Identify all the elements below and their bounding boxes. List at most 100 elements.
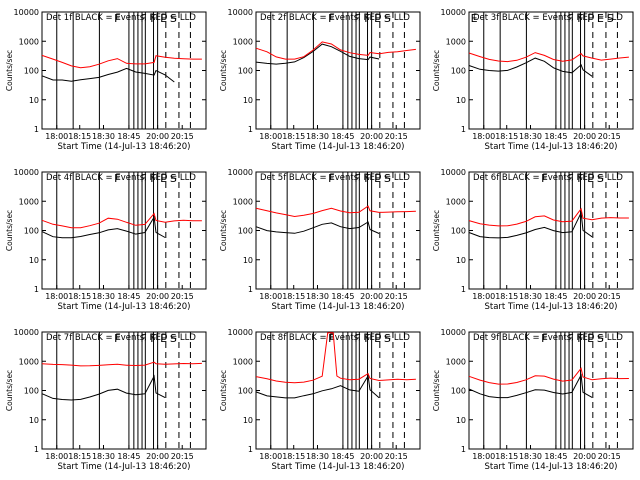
x-tick-label: 20:00 <box>360 452 383 461</box>
y-tick-label: 10 <box>243 256 253 265</box>
y-axis-label: Counts/sec <box>432 370 441 411</box>
lld-series-line <box>468 367 629 385</box>
flag-label: E <box>374 12 381 25</box>
y-tick-label: 1000 <box>446 357 466 366</box>
flag-label: E <box>160 172 167 185</box>
flag-label: S <box>384 172 391 185</box>
y-tick-label: 1 <box>461 285 466 294</box>
y-axis-label: Counts/sec <box>5 210 14 251</box>
start-time-label: Start Time (14-Jul-13 18:46:20) <box>272 142 405 152</box>
y-tick-label: 100 <box>451 67 466 76</box>
x-tick-label: 18:30 <box>92 132 115 141</box>
flag-label: F <box>541 172 547 185</box>
plot-frame <box>468 331 634 450</box>
x-tick-label: 18:30 <box>519 292 542 301</box>
y-tick-label: 10000 <box>441 168 466 177</box>
y-tick-label: 1 <box>461 125 466 134</box>
y-tick-label: 1 <box>248 285 253 294</box>
x-tick-label: 18:00 <box>472 452 495 461</box>
flag-label: F <box>114 12 120 25</box>
y-tick-label: 10000 <box>228 168 253 177</box>
detector-panel: Det 1f BLACK = Events, RED = LLDFFFES110… <box>5 8 207 152</box>
panel-title: Det 8f BLACK = Events, RED = LLD <box>260 333 410 343</box>
y-tick-label: 10000 <box>228 8 253 17</box>
x-tick-label: 20:15 <box>385 292 408 301</box>
flag-label: E <box>160 12 167 25</box>
x-tick-label: 20:15 <box>171 292 194 301</box>
flag-label: E <box>160 332 167 345</box>
start-time-label: Start Time (14-Jul-13 18:46:20) <box>58 142 191 152</box>
y-tick-label: 1 <box>461 445 466 454</box>
panel-title: Det 9f BLACK = Events, RED = LLD <box>473 333 623 343</box>
events-series-line <box>41 67 175 83</box>
x-tick-label: 20:00 <box>360 292 383 301</box>
events-series-line <box>468 211 593 239</box>
flag-label: F <box>140 12 146 25</box>
events-series-line <box>468 57 593 77</box>
y-tick-label: 10000 <box>441 328 466 337</box>
x-tick-label: 18:15 <box>282 452 305 461</box>
y-tick-label: 1 <box>34 285 39 294</box>
y-tick-label: 1000 <box>19 37 39 46</box>
flag-label: S <box>597 332 604 345</box>
flag-label: F <box>114 172 120 185</box>
x-tick-label: 18:45 <box>117 452 140 461</box>
x-tick-label: 18:45 <box>331 292 354 301</box>
detector-panel: Det 3f BLACK = Events, RED = LLDEFFFES11… <box>432 8 634 152</box>
detector-panel: Det 8f BLACK = Events, RED = LLDFFFES110… <box>219 328 421 472</box>
x-tick-label: 18:00 <box>45 132 68 141</box>
x-tick-label: 20:15 <box>171 452 194 461</box>
flag-label: S <box>384 12 391 25</box>
flag-label: F <box>140 172 146 185</box>
x-tick-label: 20:00 <box>360 132 383 141</box>
flag-label: F <box>354 332 360 345</box>
y-tick-label: 100 <box>24 387 39 396</box>
plot-frame <box>41 11 207 130</box>
y-tick-label: 1000 <box>233 357 253 366</box>
flag-label: E <box>374 172 381 185</box>
y-tick-label: 10 <box>456 256 466 265</box>
x-tick-label: 18:45 <box>544 132 567 141</box>
detector-panel: Det 5f BLACK = Events, RED = LLDFFFES110… <box>219 168 421 312</box>
x-tick-label: 18:00 <box>259 292 282 301</box>
panel-title: Det 3f BLACK = Events, RED = LLD <box>473 13 623 23</box>
y-tick-label: 100 <box>238 387 253 396</box>
start-time-label: Start Time (14-Jul-13 18:46:20) <box>485 302 618 312</box>
flag-label: S <box>597 172 604 185</box>
y-tick-label: 1 <box>248 125 253 134</box>
start-time-label: Start Time (14-Jul-13 18:46:20) <box>485 142 618 152</box>
plot-frame <box>468 171 634 290</box>
y-tick-label: 1000 <box>446 37 466 46</box>
flag-label: E <box>587 332 594 345</box>
x-tick-label: 18:15 <box>495 452 518 461</box>
x-tick-label: 18:15 <box>282 132 305 141</box>
flag-label: F <box>567 172 573 185</box>
x-tick-label: 18:15 <box>282 292 305 301</box>
y-axis-label: Counts/sec <box>432 50 441 91</box>
y-tick-label: 1000 <box>233 197 253 206</box>
x-tick-label: 18:15 <box>495 132 518 141</box>
lld-series-line <box>255 332 416 384</box>
flag-label: F <box>114 332 120 345</box>
flag-label: E <box>597 12 604 25</box>
lld-series-line <box>468 52 629 63</box>
y-axis-label: Counts/sec <box>432 210 441 251</box>
y-axis-label: Counts/sec <box>5 50 14 91</box>
detector-panel: Det 2f BLACK = Events, RED = LLDFFFES110… <box>219 8 421 152</box>
y-tick-label: 10 <box>456 416 466 425</box>
panel-title: Det 1f BLACK = Events, RED = LLD <box>46 13 196 23</box>
y-tick-label: 1000 <box>19 197 39 206</box>
y-tick-label: 10 <box>456 96 466 105</box>
start-time-label: Start Time (14-Jul-13 18:46:20) <box>485 462 618 472</box>
events-series-line <box>255 43 380 65</box>
panel-title: Det 4f BLACK = Events, RED = LLD <box>46 173 196 183</box>
events-series-line <box>255 374 380 399</box>
x-tick-label: 20:00 <box>573 292 596 301</box>
events-series-line <box>41 215 166 239</box>
y-tick-label: 10 <box>243 96 253 105</box>
x-tick-label: 20:15 <box>598 132 621 141</box>
lld-series-line <box>41 54 202 69</box>
x-tick-label: 18:15 <box>68 132 91 141</box>
x-tick-label: 18:45 <box>544 452 567 461</box>
